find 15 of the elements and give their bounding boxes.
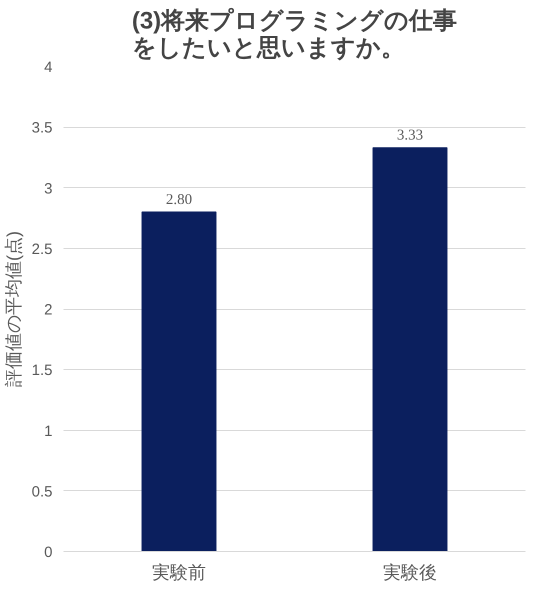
y-tick-label: 2 [44, 302, 52, 318]
y-tick-label: 0.5 [32, 483, 53, 500]
y-tick-label: 1.5 [32, 362, 53, 380]
y-tick-label: 3.5 [32, 120, 53, 137]
y-tick-label: 1 [44, 422, 52, 440]
y-tick-label: 2.5 [32, 240, 53, 258]
chart-title: (3)将来プログラミングの仕事をしたいと思いますか。 [132, 8, 458, 62]
y-axis-title: 評価値の平均値(点) [4, 230, 24, 387]
data-label: 3.33 [396, 128, 424, 144]
data-label: 2.80 [166, 192, 192, 208]
x-tick-label: 実験後 [383, 562, 437, 582]
x-tick-label: 実験前 [152, 562, 206, 582]
y-tick-label: 4 [44, 59, 52, 76]
y-tick-label: 0 [44, 544, 52, 561]
y-tick-label: 3 [44, 180, 52, 198]
